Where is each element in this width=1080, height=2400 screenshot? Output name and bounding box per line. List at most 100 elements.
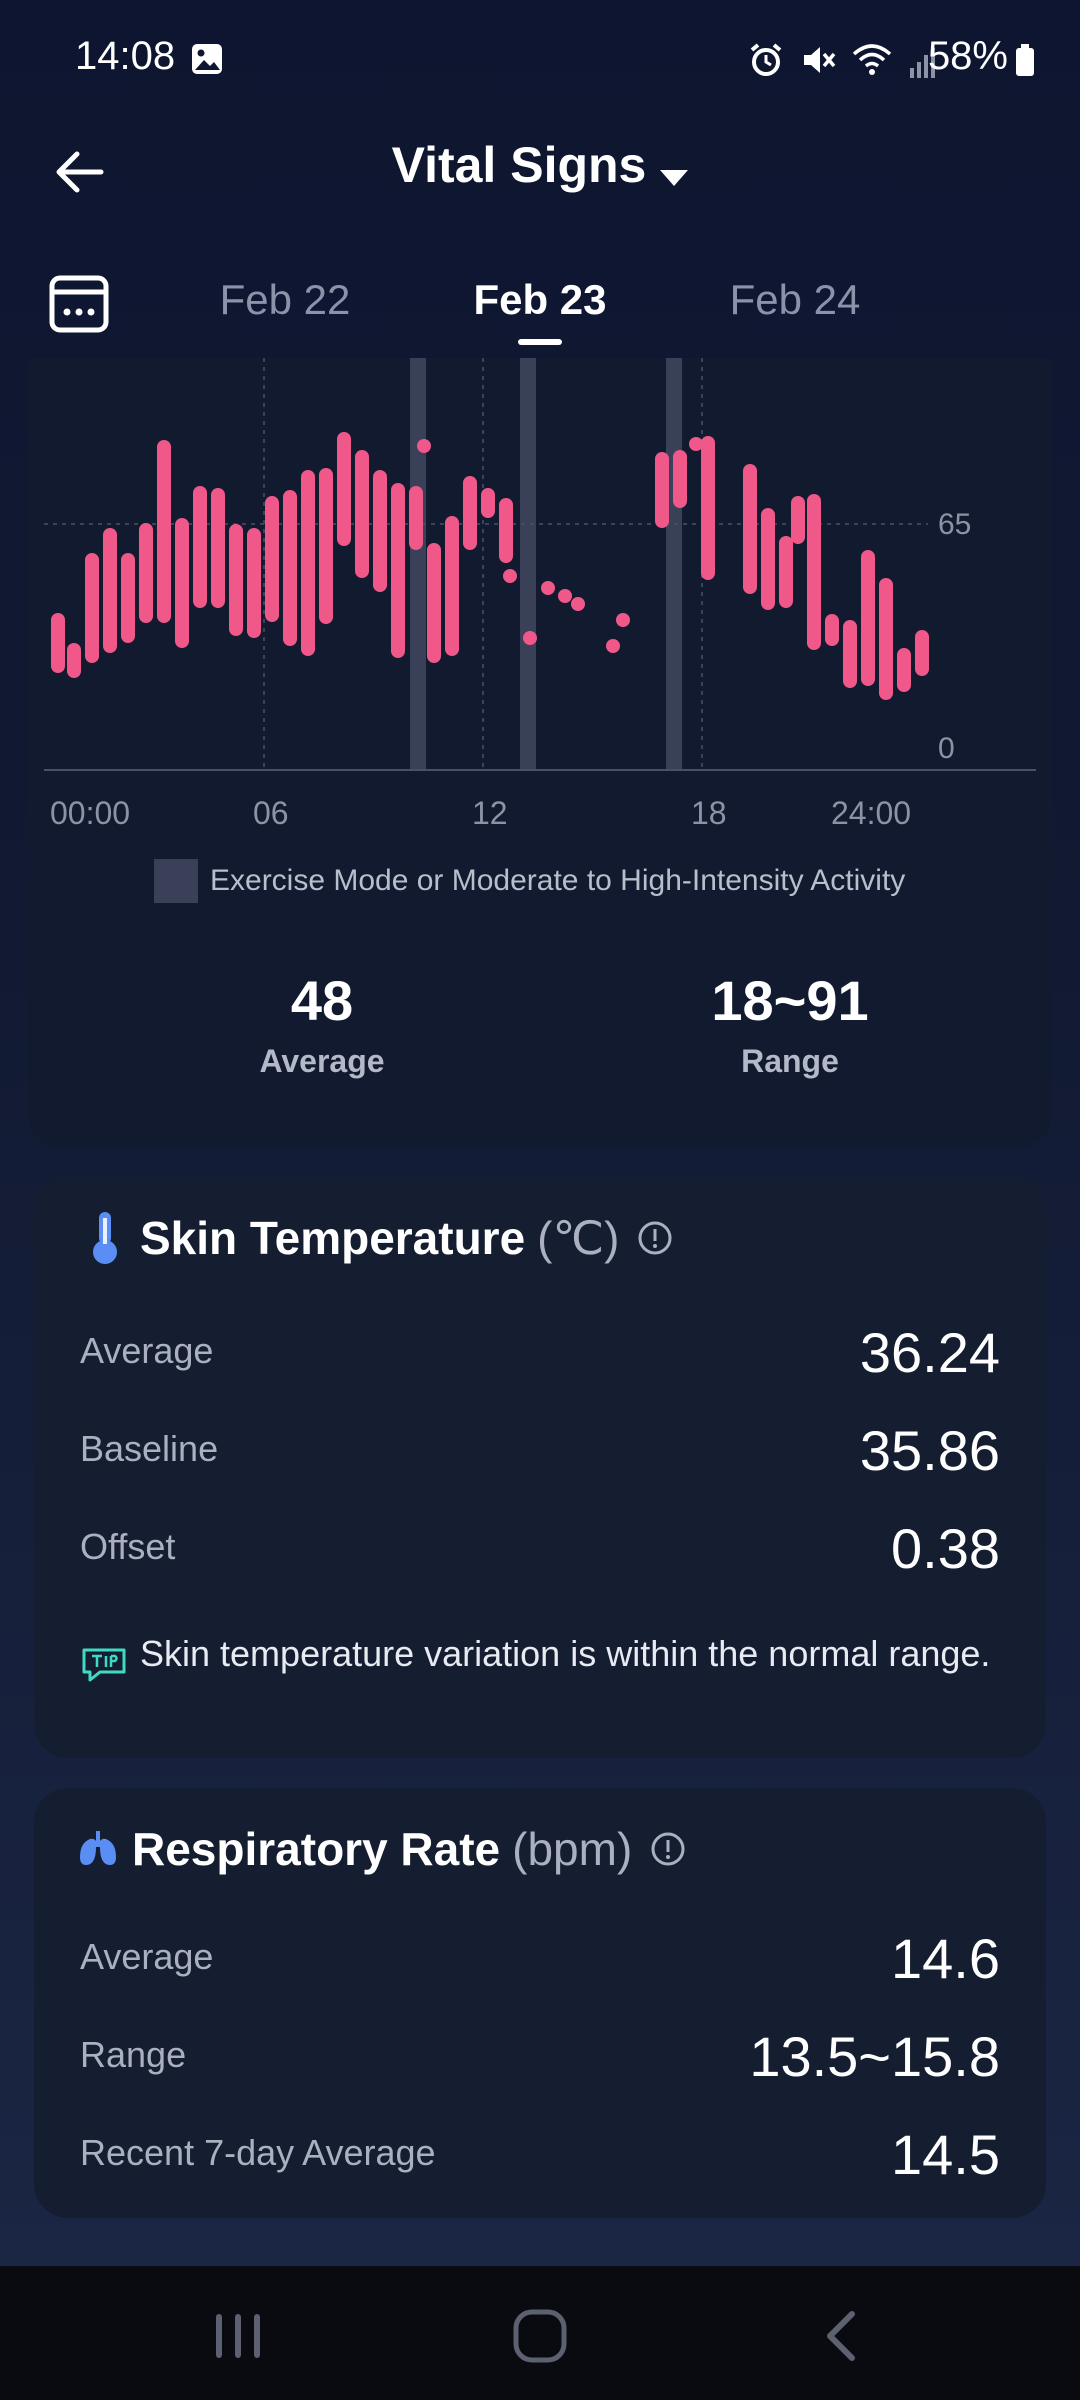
row-value: 14.5 [891, 2123, 1000, 2186]
hr-dot [571, 597, 585, 611]
back-nav-icon[interactable] [812, 2308, 872, 2364]
skin-temperature-title: Skin Temperature [140, 1212, 526, 1264]
tab-indicator [518, 339, 562, 345]
hr-bar [193, 486, 207, 608]
hr-bar [67, 643, 81, 678]
hr-bar [673, 450, 687, 508]
summary-range: 18~91 Range [590, 968, 990, 1080]
hr-bar [139, 523, 153, 623]
x-tick-0000: 00:00 [50, 795, 130, 831]
hr-bar [301, 470, 315, 656]
x-tick-18: 18 [691, 795, 727, 831]
hr-bar [283, 490, 297, 646]
hr-bar [355, 450, 369, 578]
chart-svg: 65 0 00:00 06 12 18 24:00 [44, 358, 1036, 831]
hr-bar [915, 630, 929, 676]
battery-percent: 58% [927, 34, 1008, 78]
row-label: Recent 7-day Average [80, 2132, 436, 2173]
tab-next-date[interactable]: Feb 24 [729, 276, 861, 323]
hr-dot [417, 439, 431, 453]
skin-temperature-card[interactable]: Skin Temperature (℃) Average 36.24 Basel… [34, 1178, 1046, 1758]
thermometer-icon [93, 1212, 117, 1264]
legend-swatch [154, 859, 198, 903]
calendar-icon[interactable] [48, 272, 110, 334]
hr-dot [689, 437, 703, 451]
skin-temp-row-baseline: Baseline 35.86 [80, 1414, 1000, 1484]
info-icon[interactable] [650, 1831, 686, 1867]
resp-row-average: Average 14.6 [80, 1922, 1000, 1992]
hr-bar [391, 483, 405, 658]
respiratory-rate-title: Respiratory Rate [132, 1823, 501, 1875]
wifi-icon [852, 44, 892, 75]
tab-prev-date[interactable]: Feb 22 [219, 276, 351, 323]
skin-temperature-tip: Skin temperature variation is within the… [140, 1633, 991, 1674]
x-tick-06: 06 [253, 795, 289, 831]
x-tick-12: 12 [472, 795, 508, 831]
y-tick-0: 0 [938, 732, 955, 765]
hr-bar [85, 553, 99, 663]
hr-bar [879, 578, 893, 700]
hr-bar [373, 470, 387, 592]
summary-range-label: Range [741, 1043, 839, 1079]
resp-row-range: Range 13.5~15.8 [80, 2020, 1000, 2090]
tab-current-date[interactable]: Feb 23 [473, 276, 607, 323]
summary-range-value: 18~91 [711, 969, 869, 1032]
hr-bar [499, 498, 513, 563]
summary-average: 48 Average [122, 968, 522, 1080]
back-arrow-icon [56, 151, 104, 193]
home-icon[interactable] [510, 2308, 570, 2364]
summary-average-value: 48 [290, 969, 354, 1032]
respiratory-rate-header: Respiratory Rate (bpm) [78, 1822, 686, 1876]
lungs-icon [80, 1831, 116, 1865]
hr-bar [861, 550, 875, 686]
tips-icon [82, 1648, 126, 1682]
hr-bar [445, 516, 459, 656]
info-icon[interactable] [637, 1220, 673, 1256]
hr-bar [409, 486, 423, 550]
hr-bar [319, 468, 333, 624]
hr-bar [791, 496, 805, 544]
hr-bar [825, 614, 839, 646]
hr-bar [337, 432, 351, 546]
hr-bar [701, 436, 715, 580]
y-tick-65: 65 [938, 508, 971, 541]
title-dropdown[interactable]: Vital Signs [0, 136, 1080, 194]
hr-bar [843, 620, 857, 688]
hr-bar [743, 464, 757, 594]
resp-row-7day-average: Recent 7-day Average 14.5 [80, 2118, 1000, 2188]
hr-bar [175, 518, 189, 648]
hr-dot [558, 589, 572, 603]
page-title: Vital Signs [391, 137, 647, 193]
row-label: Range [80, 2034, 187, 2075]
recents-icon[interactable] [208, 2308, 268, 2364]
hr-bar [779, 536, 793, 608]
hr-bar [229, 524, 243, 636]
hr-dot [503, 569, 517, 583]
hr-bar [265, 496, 279, 622]
system-nav-bar [0, 2266, 1080, 2400]
hr-dot [523, 631, 537, 645]
hr-dot [606, 639, 620, 653]
hr-bar [211, 488, 225, 608]
chart-legend: Exercise Mode or Moderate to High-Intens… [154, 858, 905, 904]
battery-icon [1016, 44, 1034, 76]
hr-bar [897, 648, 911, 692]
hr-bar [807, 494, 821, 650]
legend-label: Exercise Mode or Moderate to High-Intens… [210, 864, 906, 897]
hr-bar [103, 528, 117, 653]
skin-temperature-unit: (℃) [537, 1212, 620, 1264]
skin-temperature-header: Skin Temperature (℃) [84, 1210, 673, 1266]
exercise-band [666, 358, 682, 770]
skin-temp-row-average: Average 36.24 [80, 1316, 1000, 1386]
hr-bar [51, 613, 65, 673]
respiratory-rate-card[interactable]: Respiratory Rate (bpm) Average 14.6 Rang… [34, 1788, 1046, 2218]
summary-average-label: Average [259, 1043, 385, 1079]
hr-bar [481, 488, 495, 518]
row-label: Offset [80, 1526, 176, 1567]
status-icons [746, 40, 940, 80]
hr-dot [616, 613, 630, 627]
exercise-band [520, 358, 536, 770]
hr-bar [121, 553, 135, 643]
back-button[interactable] [48, 140, 112, 204]
hr-dot [541, 581, 555, 595]
